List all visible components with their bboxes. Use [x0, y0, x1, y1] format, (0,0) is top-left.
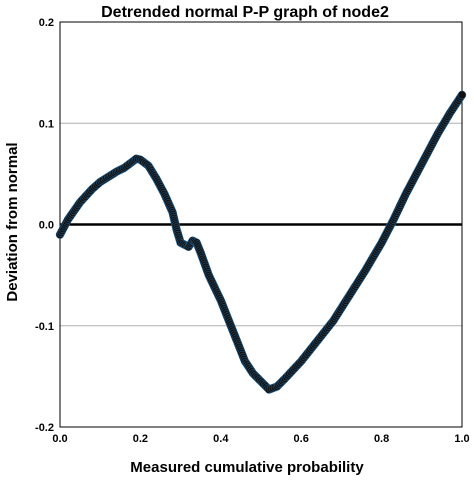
- x-tick-label-1: 0.2: [133, 433, 148, 445]
- x-tick-label-2: 0.4: [213, 433, 229, 445]
- x-tick-label-5: 1.0: [454, 433, 469, 445]
- x-tick-label-0: 0.0: [52, 433, 67, 445]
- x-tick-label-3: 0.6: [294, 433, 309, 445]
- data-point-360: [457, 90, 467, 100]
- y-tick-labels: 0.2 0.1 0.0 -0.1 -0.2: [35, 17, 54, 434]
- data-points: [55, 90, 467, 394]
- x-tick-label-4: 0.8: [374, 433, 389, 445]
- y-tick-label-1: 0.1: [39, 118, 54, 130]
- y-tick-label-2: 0.0: [39, 220, 54, 232]
- x-axis-label: Measured cumulative probability: [130, 459, 364, 476]
- y-tick-label-0: 0.2: [39, 17, 54, 29]
- x-tick-labels: 0.0 0.2 0.4 0.6 0.8 1.0: [52, 433, 469, 445]
- chart-title: Detrended normal P-P graph of node2: [101, 4, 389, 21]
- y-tick-label-4: -0.2: [35, 422, 54, 434]
- y-tick-label-3: -0.1: [35, 321, 54, 333]
- y-axis-label: Deviation from normal: [4, 142, 21, 301]
